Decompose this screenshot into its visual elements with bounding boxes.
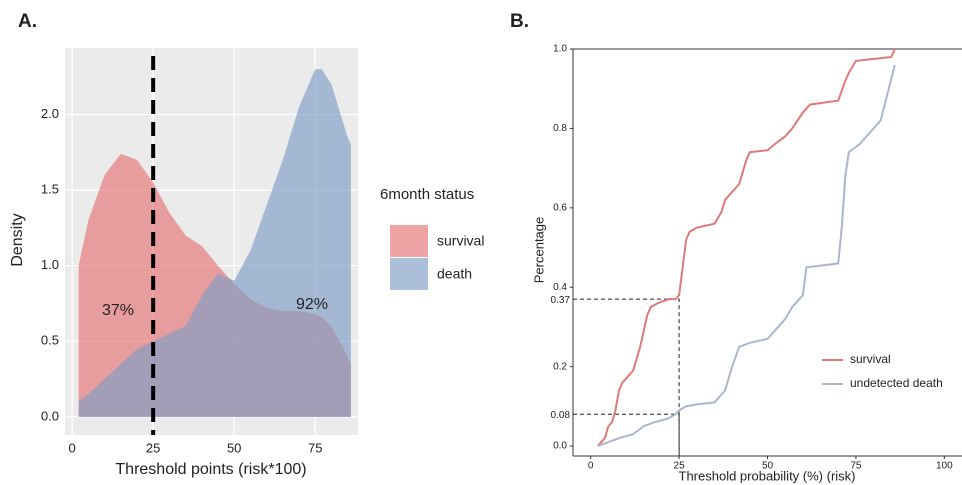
legend-key [390, 258, 428, 290]
x-tick-label: 50 [227, 440, 241, 455]
y-tick-label: 2.0 [41, 106, 59, 121]
legend-label: survival [437, 233, 484, 249]
y-tick-label: 0.0 [553, 441, 567, 452]
legend-key [390, 225, 428, 257]
y-axis-title: Density [9, 213, 26, 266]
reference-line [573, 298, 680, 456]
y-axis-title: Percentage [531, 217, 546, 284]
x-tick-label: 100 [936, 461, 953, 472]
x-axis-title: Threshold probability (%) (risk) [679, 468, 856, 483]
x-axis-title: Threshold points (risk*100) [115, 461, 306, 478]
x-tick-label: 50 [762, 461, 774, 472]
x-tick-label: 0 [69, 440, 76, 455]
legend-label: death [437, 266, 472, 282]
density-area [78, 69, 351, 417]
x-tick-label: 75 [850, 461, 862, 472]
y-tick-label: 0.5 [41, 333, 59, 348]
reference-label: 0.37 [551, 295, 571, 306]
panel-label: A. [18, 11, 37, 32]
x-tick-label: 25 [674, 461, 686, 472]
y-tick-label: 0.4 [553, 282, 567, 293]
y-tick-label: 1.0 [553, 44, 567, 55]
reference-label: 0.08 [551, 410, 571, 421]
y-tick-label: 0.2 [553, 361, 567, 372]
legend-label: undetected death [850, 376, 943, 390]
annotation: 37% [102, 302, 134, 319]
x-tick-label: 75 [308, 440, 322, 455]
x-tick-label: 0 [588, 461, 594, 472]
y-tick-label: 0.6 [553, 202, 567, 213]
reference-line [573, 413, 680, 456]
x-tick-label: 25 [146, 440, 160, 455]
curve [597, 48, 896, 447]
legend-label: survival [850, 352, 891, 366]
y-tick-label: 0.8 [553, 123, 567, 134]
legend-title: 6month status [380, 186, 474, 203]
y-tick-label: 0.0 [41, 408, 59, 423]
panel-label: B. [510, 11, 529, 32]
annotation: 92% [296, 296, 328, 313]
curve [597, 64, 896, 448]
y-tick-label: 1.5 [41, 182, 59, 197]
y-tick-label: 1.0 [41, 257, 59, 272]
